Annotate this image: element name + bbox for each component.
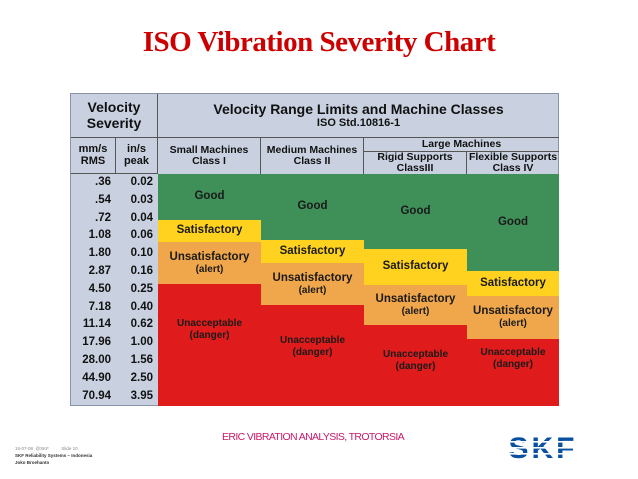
class-i-satisfactory-zone: Satisfactory bbox=[158, 220, 261, 242]
velocity-mms-value: 17.96 bbox=[82, 336, 111, 349]
class-iii-unsatisfactory-zone: Unsatisfactory (alert) bbox=[364, 285, 467, 325]
velocity-ins-value: 1.56 bbox=[130, 354, 153, 366]
class-iv-good-zone: Good bbox=[467, 174, 559, 271]
unit-mms-header: mm/s RMS bbox=[71, 138, 116, 174]
range-limits-header: Velocity Range Limits and Machine Classe… bbox=[158, 94, 559, 138]
class-iii-satisfactory-zone: Satisfactory bbox=[364, 249, 467, 285]
class-ii-unacceptable-zone: Unacceptable (danger) bbox=[261, 305, 364, 406]
velocity-mms-value: 7.18 bbox=[88, 300, 111, 313]
velocity-ins-value: 0.06 bbox=[130, 229, 153, 242]
logo-stripe-3 bbox=[497, 453, 589, 455]
class-iii-unacceptable-zone: Unacceptable (danger) bbox=[364, 325, 467, 406]
footer-author: Joko Broehanto bbox=[15, 460, 50, 466]
velocity-mms-value: 1.80 bbox=[88, 247, 111, 260]
class-i-unsatisfactory-zone: Unsatisfactory (alert) bbox=[158, 242, 261, 284]
velocity-ins-value: 1.00 bbox=[130, 336, 153, 349]
velocity-ins-value: 2.50 bbox=[130, 371, 153, 384]
velocity-mms-value: 28.00 bbox=[82, 354, 111, 366]
velocity-mms-value: 2.87 bbox=[88, 265, 111, 277]
severity-header-line2: Severity bbox=[86, 114, 142, 131]
class-ii-satisfactory-zone: Satisfactory bbox=[261, 240, 364, 263]
range-title: Velocity Range Limits and Machine Classe… bbox=[213, 100, 504, 117]
class-iv-unsatisfactory-zone: Unsatisfactory (alert) bbox=[467, 296, 559, 339]
class-i-good-zone: Good bbox=[158, 174, 261, 220]
velocity-mms-value: .72 bbox=[95, 211, 111, 224]
class-iv-header: Flexible Supports Class IV bbox=[468, 150, 558, 174]
velocity-ins-value: 0.62 bbox=[130, 318, 153, 331]
class-ii-unsatisfactory-zone: Unsatisfactory (alert) bbox=[261, 263, 364, 305]
velocity-ins-value: 0.40 bbox=[130, 300, 153, 313]
skf-logo: SKF bbox=[497, 432, 589, 464]
page-title: ISO Vibration Severity Chart bbox=[142, 26, 496, 58]
velocity-mms-value: 4.50 bbox=[88, 282, 111, 295]
class-iv-unacceptable-zone: Unacceptable (danger) bbox=[467, 339, 559, 406]
logo-stripe-1 bbox=[497, 441, 589, 443]
vibration-severity-chart: Velocity Severity Velocity Range Limits … bbox=[70, 93, 559, 406]
severity-header-line1: Velocity bbox=[87, 99, 141, 116]
velocity-mms-value: 44.90 bbox=[82, 371, 111, 384]
class-iii-good-zone: Good bbox=[364, 174, 467, 249]
velocity-mms-value: 11.14 bbox=[82, 318, 111, 331]
logo-stripe-2 bbox=[497, 447, 589, 449]
velocity-ins-value: 3.95 bbox=[130, 389, 153, 402]
class-i-header: Small Machines Class I bbox=[158, 138, 261, 174]
velocity-ins-value: 0.04 bbox=[130, 211, 153, 224]
velocity-ins-value: 0.16 bbox=[130, 265, 153, 277]
velocity-mms-value: 70.94 bbox=[82, 389, 111, 402]
class-ii-header: Medium Machines Class II bbox=[261, 138, 364, 174]
velocity-ins-value: 0.02 bbox=[130, 176, 153, 188]
unit-ins-header: in/s peak bbox=[116, 138, 158, 174]
velocity-ins-value: 0.03 bbox=[130, 193, 153, 206]
velocity-ins-value: 0.25 bbox=[130, 282, 153, 295]
iso-standard: ISO Std.10816-1 bbox=[316, 116, 401, 129]
footer-date: 15-07-08 @SKF Slide 10 bbox=[15, 446, 78, 451]
velocity-ins-value: 0.10 bbox=[130, 247, 153, 260]
class-iii-header: Rigid Supports ClassIII bbox=[364, 151, 467, 174]
velocity-mms-value: .36 bbox=[95, 176, 111, 188]
footer-tagline: ERIC VIBRATION ANALYSIS, TROTORSIA bbox=[222, 432, 405, 443]
class-iv-satisfactory-zone: Satisfactory bbox=[467, 271, 559, 296]
class-ii-good-zone: Good bbox=[261, 174, 364, 240]
footer-company: SKF Reliability Systems – Indonesia bbox=[15, 453, 93, 459]
velocity-mms-value: .54 bbox=[95, 193, 111, 206]
footer-info: 15-07-08 @SKF Slide 10 SKF Reliability S… bbox=[15, 445, 92, 467]
large-machines-header: Large Machines bbox=[364, 138, 559, 152]
class-i-unacceptable-zone: Unacceptable (danger) bbox=[158, 284, 261, 406]
velocity-mms-value: 1.08 bbox=[88, 229, 111, 242]
velocity-severity-header: Velocity Severity bbox=[71, 94, 158, 138]
